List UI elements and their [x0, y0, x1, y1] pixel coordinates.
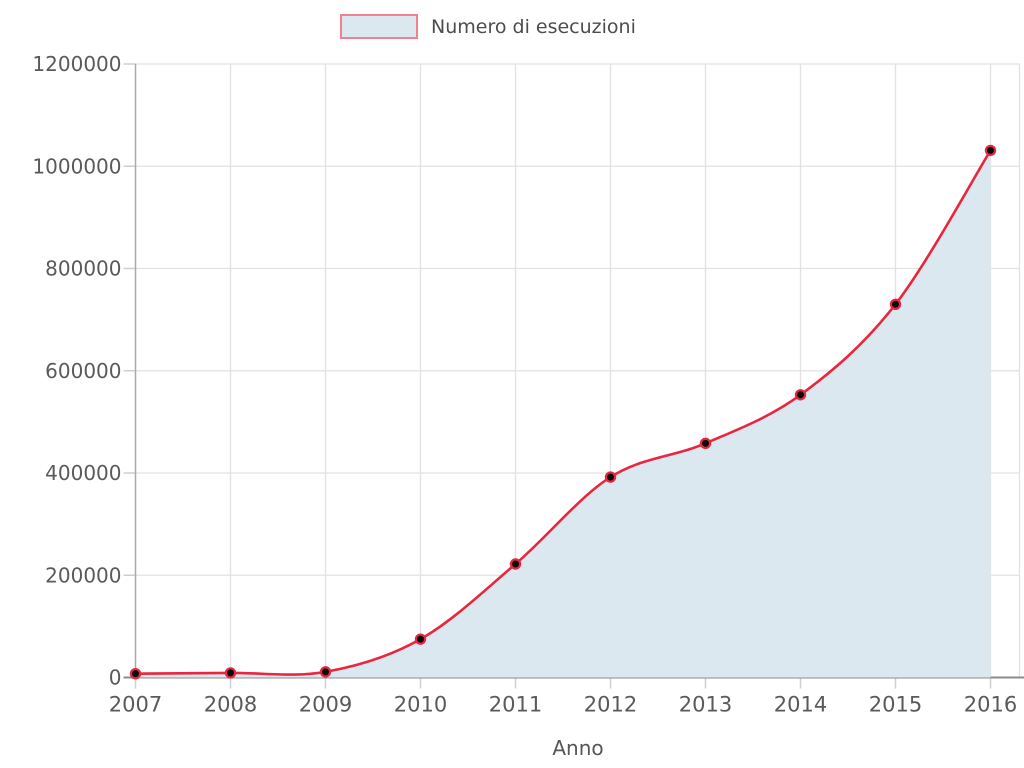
- svg-text:600000: 600000: [45, 359, 121, 383]
- legend-swatch: [340, 14, 418, 39]
- svg-text:800000: 800000: [45, 257, 121, 281]
- svg-text:2014: 2014: [774, 693, 827, 717]
- svg-text:400000: 400000: [45, 461, 121, 485]
- data-point-2010: [414, 633, 427, 645]
- tick-labels: 0 200000 400000 600000 800000 1000000 1200000 2…: [32, 52, 1017, 717]
- series-line: [134, 149, 992, 676]
- svg-text:1200000: 1200000: [32, 52, 121, 76]
- svg-text:2010: 2010: [394, 693, 447, 717]
- series-area: [135, 150, 991, 678]
- legend: Numero di esecuzioni: [340, 14, 636, 39]
- data-point-2015: [889, 298, 902, 310]
- svg-text:2013: 2013: [679, 693, 732, 717]
- data-point-2016: [984, 144, 997, 157]
- svg-text:200000: 200000: [45, 563, 121, 587]
- data-point-2013: [699, 437, 712, 450]
- svg-text:2008: 2008: [204, 693, 257, 717]
- data-point-2012: [604, 471, 617, 483]
- data-point-2011: [509, 558, 522, 570]
- svg-text:0: 0: [109, 666, 122, 690]
- svg-text:2007: 2007: [109, 693, 162, 717]
- svg-text:2012: 2012: [584, 693, 637, 717]
- svg-text:2016: 2016: [964, 693, 1017, 717]
- x-axis-title: Anno: [552, 736, 604, 760]
- svg-text:2015: 2015: [869, 693, 922, 717]
- data-point-2007: [129, 667, 142, 680]
- data-points: [129, 144, 997, 680]
- svg-text:1000000: 1000000: [32, 154, 121, 178]
- data-point-2009: [319, 666, 332, 678]
- legend-label: Numero di esecuzioni: [431, 15, 636, 38]
- data-point-2014: [794, 389, 807, 401]
- svg-text:2009: 2009: [299, 693, 352, 717]
- series: [129, 144, 997, 680]
- data-point-2008: [224, 667, 237, 679]
- svg-text:2011: 2011: [489, 693, 542, 717]
